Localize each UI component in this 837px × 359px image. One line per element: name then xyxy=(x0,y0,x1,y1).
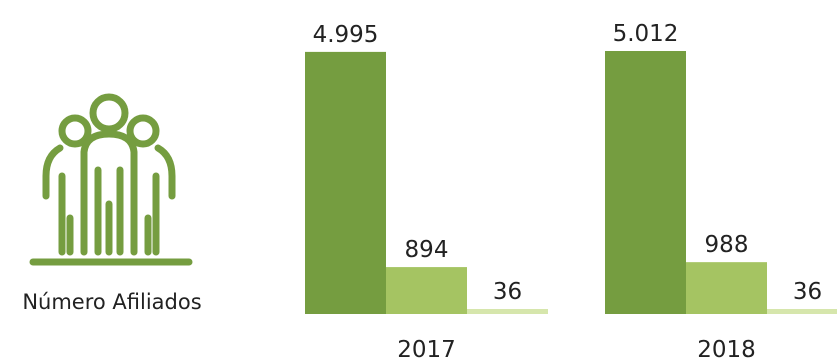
x-tick-2017: 2017 xyxy=(397,337,456,359)
data-label-2018-s2: 988 xyxy=(705,232,749,258)
x-tick-2018: 2018 xyxy=(697,337,756,359)
bar-2018-s2 xyxy=(686,262,767,314)
bar-2018-s1 xyxy=(605,51,686,314)
people-group-icon xyxy=(29,93,193,266)
bar-2017-s3 xyxy=(467,309,548,314)
bar-2017-s2 xyxy=(386,267,467,314)
data-label-2017-s1: 4.995 xyxy=(313,22,379,48)
bars-layer: 4.995 894 36 2017 5.012 988 36 2018 xyxy=(305,21,837,359)
data-label-2017-s3: 36 xyxy=(493,279,522,305)
data-label-2017-s2: 894 xyxy=(405,237,449,263)
data-label-2018-s1: 5.012 xyxy=(613,21,679,47)
bar-2017-s1 xyxy=(305,51,386,314)
bar-2018-s3 xyxy=(767,309,837,314)
figure-caption: Número Afiliados xyxy=(22,290,201,314)
data-label-2018-s3: 36 xyxy=(793,279,822,305)
